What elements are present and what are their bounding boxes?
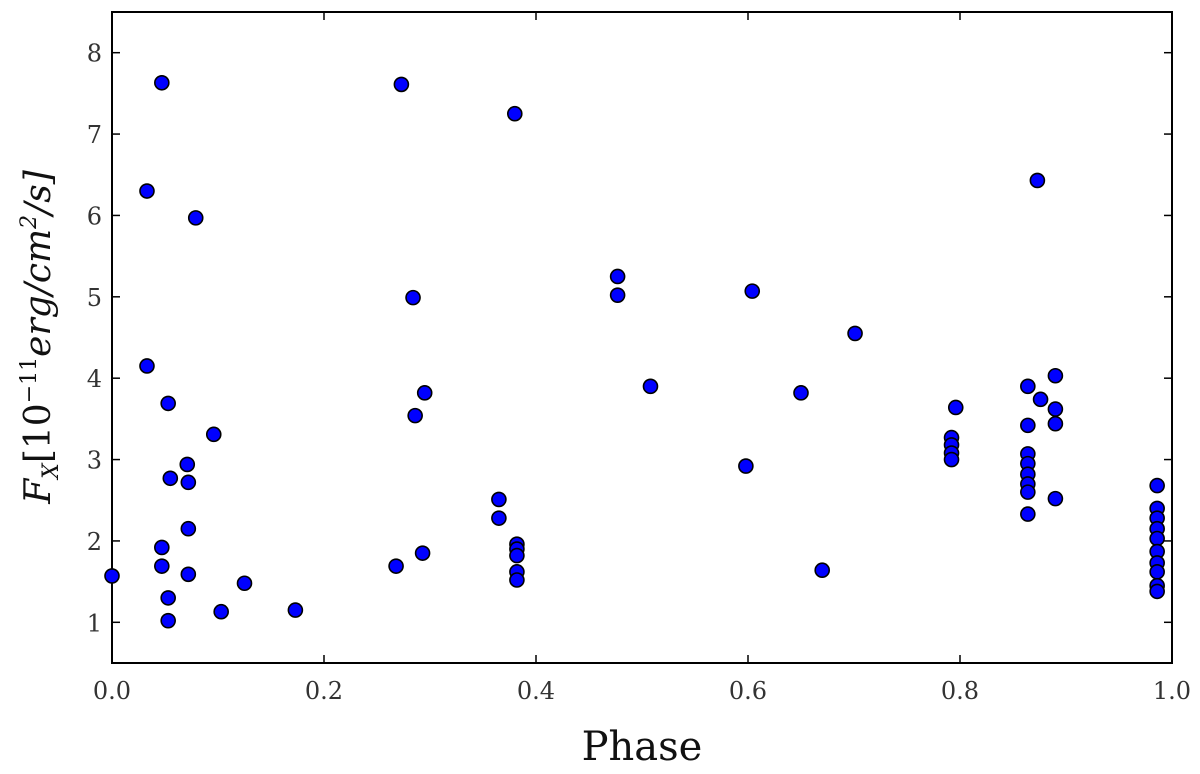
x-tick-label: 0.6 — [729, 677, 767, 705]
data-point — [1020, 417, 1036, 434]
data-point — [793, 385, 809, 401]
data-point — [491, 491, 507, 508]
y-tick-label: 3 — [87, 447, 102, 475]
y-axis-label: FX[10−11erg/cm2/s] — [17, 169, 64, 505]
data-point — [1032, 391, 1049, 408]
y-tick-label: 5 — [87, 284, 102, 312]
axis-ticks — [111, 12, 1173, 663]
x-tick-label: 0.8 — [941, 677, 979, 705]
data-point — [609, 287, 626, 303]
data-point — [509, 547, 525, 564]
data-point — [180, 566, 197, 583]
y-tick-label: 8 — [87, 40, 102, 68]
x-tick-label: 0.2 — [305, 677, 343, 705]
data-point — [160, 612, 176, 629]
data-point — [154, 74, 170, 91]
data-point — [1149, 530, 1165, 547]
x-tick-label: 0.0 — [93, 677, 131, 705]
data-point — [393, 76, 410, 93]
data-point — [407, 407, 423, 424]
data-point — [744, 283, 761, 299]
data-point — [187, 210, 204, 226]
data-point — [180, 520, 197, 537]
data-point — [162, 470, 179, 487]
data-points — [104, 74, 1165, 629]
data-point — [213, 603, 229, 620]
data-point — [160, 590, 176, 606]
data-point — [236, 575, 253, 592]
data-point — [1020, 506, 1036, 522]
x-axis-label: Phase — [582, 724, 703, 770]
data-point — [154, 539, 170, 556]
data-point — [738, 458, 754, 474]
plot-frame — [111, 11, 1173, 664]
y-tick-label: 6 — [87, 202, 102, 230]
data-point — [1020, 484, 1036, 500]
data-point — [179, 456, 196, 473]
data-point — [1149, 564, 1165, 580]
data-point — [642, 378, 659, 395]
data-point — [1047, 490, 1064, 507]
data-point — [491, 510, 507, 526]
data-point — [205, 426, 222, 443]
tick-labels: 0.0 0.2 0.4 0.6 0.8 1.0 1 2 3 4 5 6 7 8 — [87, 40, 1191, 705]
data-point — [180, 474, 197, 491]
data-point — [509, 572, 525, 588]
data-point — [139, 183, 155, 199]
x-tick-label: 0.4 — [517, 677, 555, 705]
data-point — [388, 558, 404, 574]
data-point — [506, 105, 523, 122]
data-point — [139, 358, 155, 374]
y-tick-label: 2 — [87, 528, 102, 556]
data-point — [414, 545, 431, 561]
data-point — [847, 325, 863, 342]
data-point — [1149, 583, 1165, 600]
data-point — [1029, 172, 1046, 189]
data-point — [416, 385, 433, 401]
x-tick-label: 1.0 — [1153, 677, 1191, 705]
y-tick-label: 1 — [87, 609, 102, 637]
data-point — [1047, 401, 1064, 417]
data-point — [609, 268, 626, 285]
data-point — [1149, 477, 1165, 494]
y-tick-label: 7 — [87, 121, 102, 149]
data-point — [154, 558, 170, 574]
data-point — [1047, 367, 1064, 384]
y-tick-label: 4 — [87, 365, 102, 393]
data-point — [160, 395, 176, 412]
data-point — [405, 289, 421, 306]
data-point — [104, 568, 120, 584]
data-point — [943, 451, 960, 468]
data-point — [1047, 415, 1064, 432]
data-point — [947, 399, 964, 416]
data-point — [287, 602, 304, 618]
data-point — [814, 562, 831, 579]
data-point — [1020, 378, 1036, 395]
